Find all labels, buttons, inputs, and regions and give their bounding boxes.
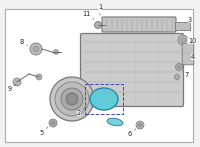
FancyBboxPatch shape	[176, 22, 190, 30]
Circle shape	[95, 21, 102, 29]
FancyBboxPatch shape	[81, 34, 184, 106]
Circle shape	[50, 77, 94, 121]
Circle shape	[178, 35, 188, 45]
Bar	[85, 84, 123, 114]
Circle shape	[36, 74, 42, 80]
FancyBboxPatch shape	[182, 43, 194, 65]
Circle shape	[51, 121, 55, 125]
Text: 1: 1	[98, 4, 102, 15]
FancyBboxPatch shape	[102, 17, 176, 32]
Text: 10: 10	[186, 38, 196, 44]
Text: 6: 6	[128, 129, 136, 137]
Circle shape	[54, 50, 59, 55]
Text: 2: 2	[77, 107, 86, 116]
Circle shape	[174, 75, 180, 80]
Circle shape	[136, 121, 144, 129]
Circle shape	[33, 46, 39, 52]
Circle shape	[66, 93, 78, 105]
Ellipse shape	[90, 88, 118, 110]
Text: 5: 5	[40, 127, 48, 136]
Text: 11: 11	[82, 11, 94, 19]
Text: 7: 7	[182, 71, 189, 78]
Text: 9: 9	[8, 84, 16, 92]
Circle shape	[138, 123, 142, 127]
Circle shape	[180, 37, 186, 42]
Circle shape	[61, 88, 83, 110]
Text: 4: 4	[188, 54, 195, 60]
Circle shape	[30, 43, 42, 55]
Ellipse shape	[107, 118, 123, 126]
Text: 3: 3	[185, 17, 192, 23]
Circle shape	[178, 66, 180, 69]
Circle shape	[176, 64, 182, 71]
Circle shape	[13, 78, 21, 86]
Text: 8: 8	[20, 39, 28, 46]
Circle shape	[55, 82, 89, 116]
Circle shape	[49, 119, 57, 127]
